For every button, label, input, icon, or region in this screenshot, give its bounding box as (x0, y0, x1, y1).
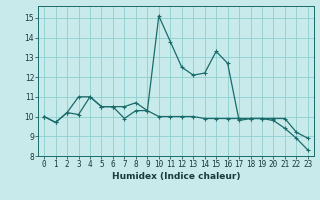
X-axis label: Humidex (Indice chaleur): Humidex (Indice chaleur) (112, 172, 240, 181)
